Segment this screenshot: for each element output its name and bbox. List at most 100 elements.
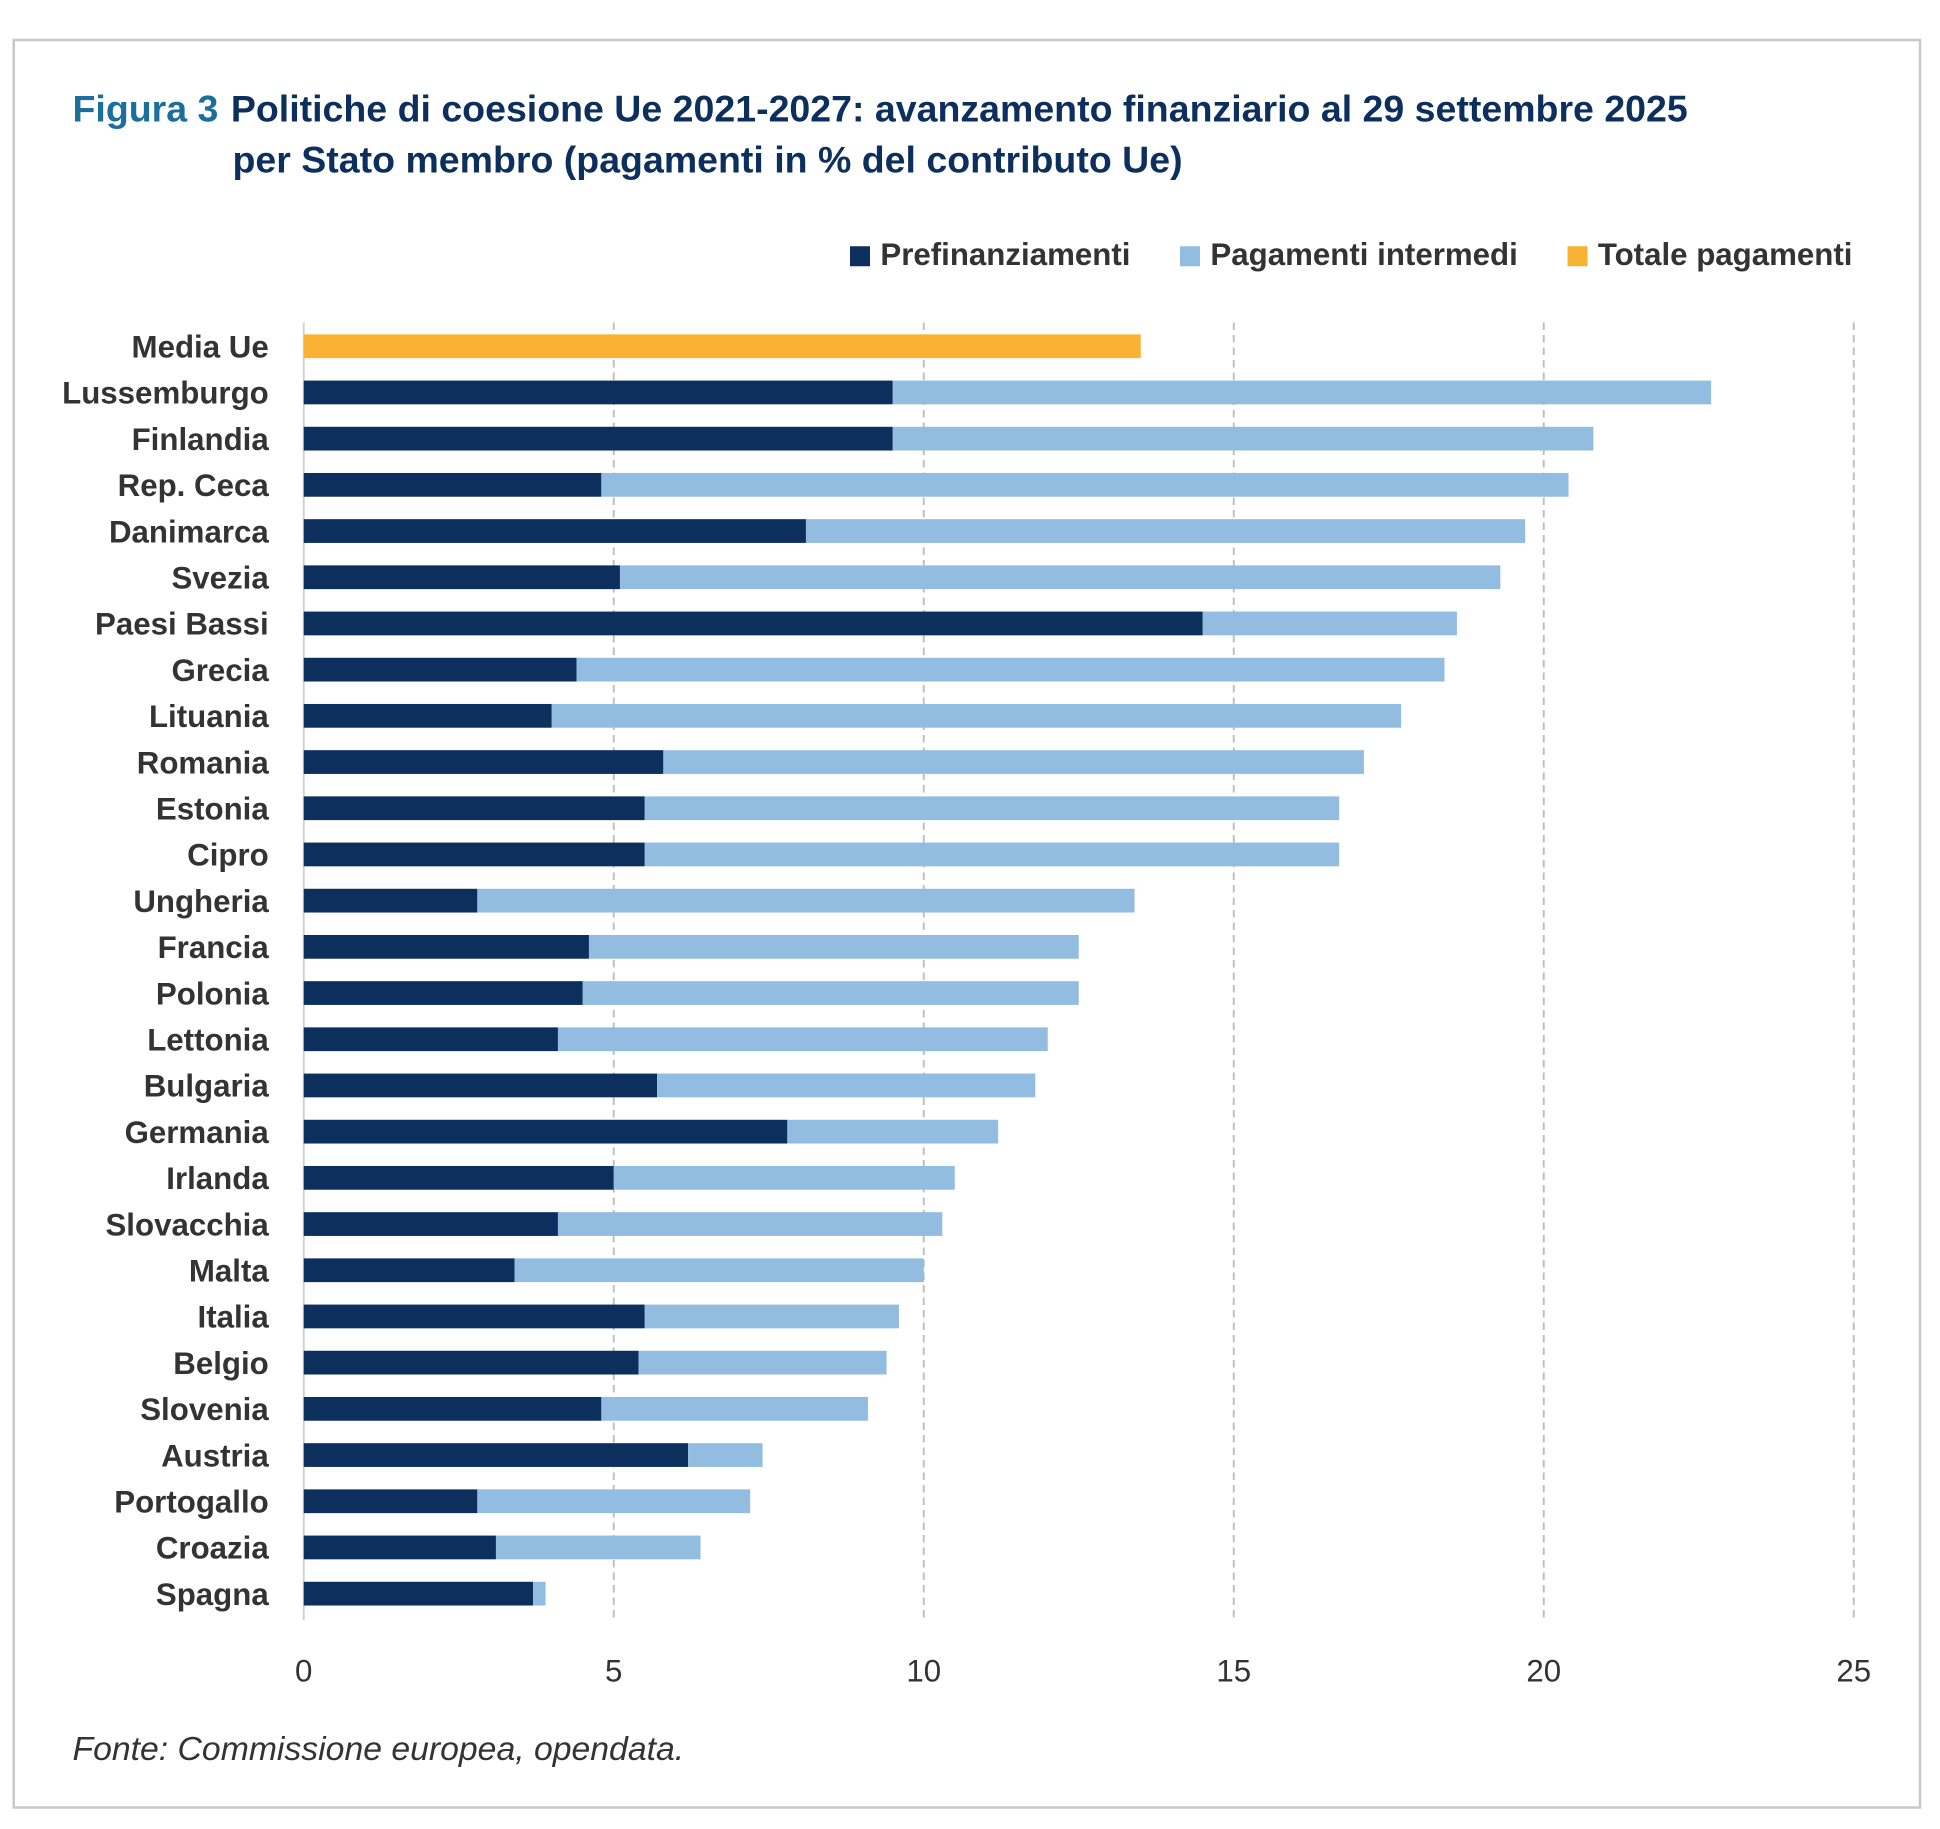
bar-prefinanziamenti <box>303 1119 788 1144</box>
category-label: Italia <box>198 1300 270 1335</box>
legend: Prefinanziamenti Pagamenti intermedi Tot… <box>850 237 1853 274</box>
bar-intermedi <box>892 380 1712 405</box>
bar-prefinanziamenti <box>303 380 893 405</box>
bar-intermedi <box>576 657 1445 682</box>
bar-intermedi <box>613 1165 955 1190</box>
legend-swatch <box>1567 245 1588 266</box>
bar-intermedi <box>644 1304 899 1329</box>
bar-intermedi <box>533 1581 546 1606</box>
legend-item-intermedi: Pagamenti intermedi <box>1180 237 1518 274</box>
bar-intermedi <box>582 981 1079 1005</box>
category-label: Lussemburgo <box>62 376 269 411</box>
bar-intermedi <box>557 1027 1048 1052</box>
x-tick-label: 10 <box>906 1653 941 1688</box>
bar-intermedi <box>557 1212 943 1236</box>
bar-prefinanziamenti <box>303 1165 614 1190</box>
category-label: Paesi Bassi <box>95 607 269 642</box>
x-tick-label: 25 <box>1836 1653 1871 1688</box>
bar-prefinanziamenti <box>303 519 806 543</box>
x-tick-label: 20 <box>1526 1653 1561 1688</box>
x-tick-label: 15 <box>1216 1653 1251 1688</box>
bar-prefinanziamenti <box>303 1304 645 1329</box>
bar-intermedi <box>619 565 1501 590</box>
category-label: Bulgaria <box>144 1069 270 1104</box>
bar-totale <box>303 334 1141 359</box>
category-label: Francia <box>158 930 270 965</box>
bar-prefinanziamenti <box>303 750 664 774</box>
bar-intermedi <box>588 934 1079 959</box>
bar-prefinanziamenti <box>303 1027 558 1052</box>
bar-prefinanziamenti <box>303 426 893 451</box>
category-label: Cipro <box>187 838 269 873</box>
category-label: Lituania <box>149 699 269 734</box>
legend-swatch <box>850 245 871 266</box>
chart-title: Figura 3 Politiche di coesione Ue 2021-20… <box>73 80 1688 140</box>
x-tick-label: 0 <box>295 1653 312 1688</box>
bar-intermedi <box>601 1396 868 1421</box>
bar-intermedi <box>638 1350 887 1375</box>
category-label: Portogallo <box>114 1485 269 1520</box>
category-label: Spagna <box>156 1577 269 1612</box>
legend-item-prefinanziamenti: Prefinanziamenti <box>850 238 1130 274</box>
category-label: Malta <box>189 1254 270 1289</box>
bar-intermedi <box>495 1535 701 1560</box>
bar-prefinanziamenti <box>303 1073 658 1098</box>
figure-border <box>12 38 1922 1809</box>
bar-prefinanziamenti <box>303 842 645 867</box>
bar-intermedi <box>805 519 1526 543</box>
bar-prefinanziamenti <box>303 981 583 1005</box>
category-label: Finlandia <box>132 422 270 457</box>
bar-intermedi <box>663 750 1364 774</box>
bar-prefinanziamenti <box>303 1581 534 1606</box>
bar-prefinanziamenti <box>303 1443 689 1467</box>
legend-label: Totale pagamenti <box>1597 237 1853 273</box>
title-line-1: Politiche di coesione Ue 2021-2027: avan… <box>230 88 1688 130</box>
category-label: Rep. Ceca <box>118 468 270 503</box>
legend-label: Pagamenti intermedi <box>1210 237 1518 273</box>
x-tick-label: 5 <box>605 1653 622 1688</box>
bar-intermedi <box>787 1119 999 1144</box>
category-label: Lettonia <box>147 1023 269 1058</box>
category-label: Ungheria <box>133 884 269 919</box>
bar-prefinanziamenti <box>303 1396 602 1421</box>
bar-prefinanziamenti <box>303 1212 558 1236</box>
bar-intermedi <box>514 1258 924 1283</box>
legend-label: Prefinanziamenti <box>880 237 1131 273</box>
bar-intermedi <box>644 842 1340 867</box>
category-label: Croazia <box>156 1531 270 1566</box>
bar-intermedi <box>1202 611 1457 636</box>
bar-intermedi <box>688 1443 763 1467</box>
bar-prefinanziamenti <box>303 1258 515 1283</box>
bar-prefinanziamenti <box>303 888 478 913</box>
category-label: Irlanda <box>166 1161 269 1196</box>
bar-intermedi <box>477 888 1135 913</box>
bar-prefinanziamenti <box>303 657 577 682</box>
bar-prefinanziamenti <box>303 1535 496 1560</box>
bar-prefinanziamenti <box>303 934 589 959</box>
category-label: Estonia <box>156 792 269 827</box>
category-label: Germania <box>125 1115 270 1150</box>
category-label: Svezia <box>171 561 269 596</box>
legend-item-totale: Totale pagamenti <box>1567 237 1853 274</box>
category-label: Media Ue <box>132 330 269 365</box>
bar-intermedi <box>601 472 1569 497</box>
bar-prefinanziamenti <box>303 565 620 590</box>
bar-prefinanziamenti <box>303 703 552 728</box>
legend-swatch <box>1180 245 1201 266</box>
category-label: Polonia <box>156 976 269 1011</box>
bar-prefinanziamenti <box>303 796 645 821</box>
category-label: Austria <box>161 1438 269 1473</box>
category-label: Slovacchia <box>105 1207 269 1242</box>
bar-intermedi <box>657 1073 1036 1098</box>
category-label: Grecia <box>171 653 269 688</box>
source-note: Fonte: Commissione europea, opendata. <box>72 1730 685 1768</box>
bar-prefinanziamenti <box>303 1489 478 1514</box>
bar-intermedi <box>551 703 1402 728</box>
bar-prefinanziamenti <box>303 1350 639 1375</box>
category-label: Slovenia <box>140 1392 269 1427</box>
title-line-2: per Stato membro (pagamenti in % del con… <box>232 140 1183 182</box>
category-label: Belgio <box>173 1346 269 1381</box>
bar-intermedi <box>477 1489 751 1514</box>
